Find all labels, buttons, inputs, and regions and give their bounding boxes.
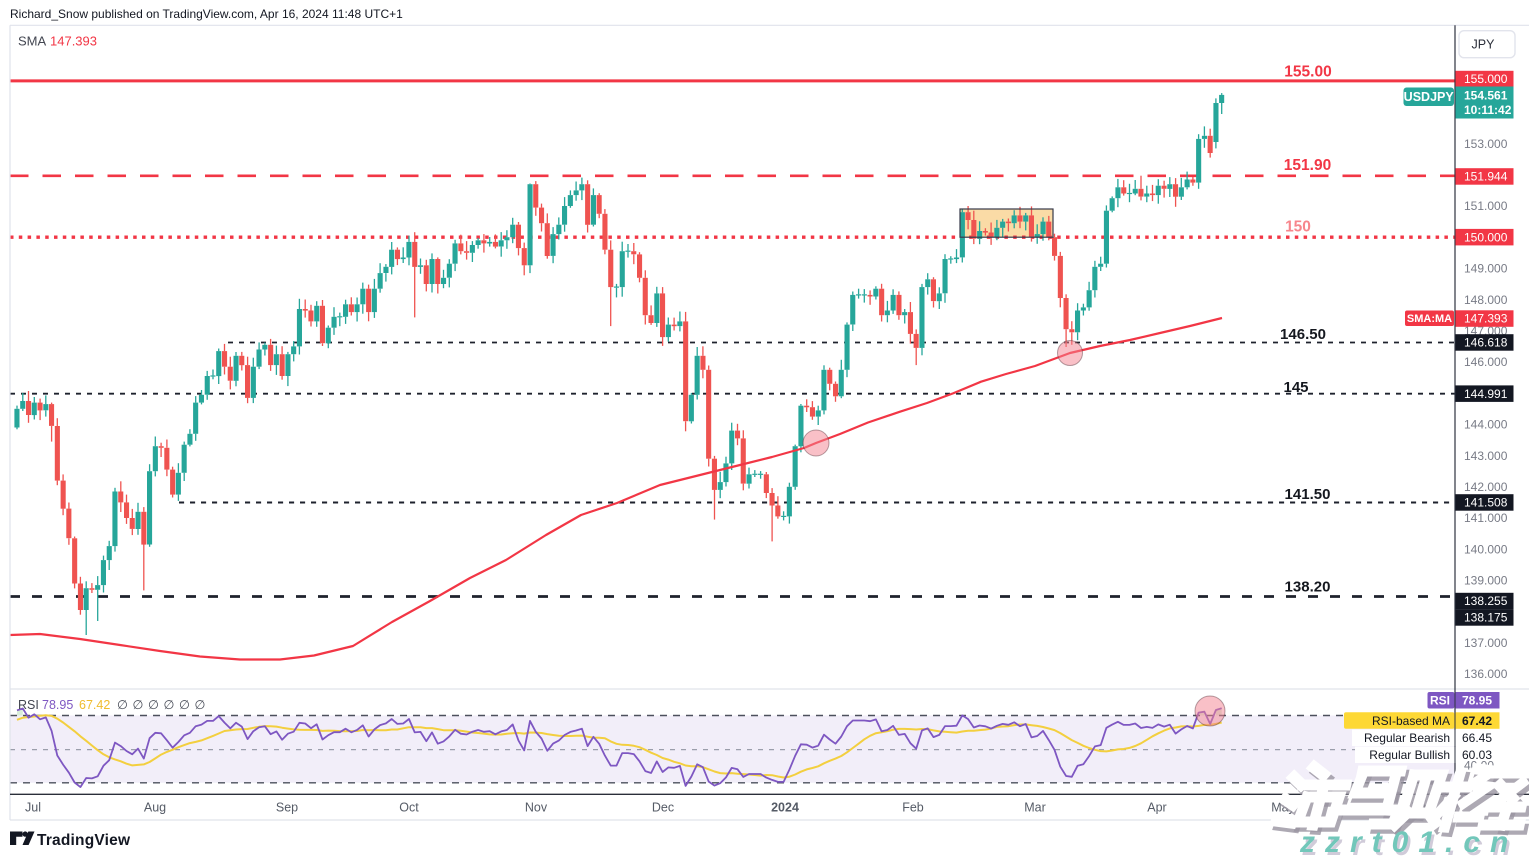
svg-text:∅: ∅ [164, 698, 175, 712]
svg-text:RSI: RSI [18, 698, 39, 712]
svg-text:78.95: 78.95 [1462, 693, 1492, 707]
svg-text:Regular Bullish: Regular Bullish [1369, 748, 1450, 762]
svg-text:136.000: 136.000 [1464, 667, 1508, 681]
svg-text:Nov: Nov [525, 801, 548, 815]
svg-text:zzrt01.cn: zzrt01.cn [1302, 829, 1521, 857]
svg-text:Regular Bearish: Regular Bearish [1364, 731, 1450, 745]
svg-text:145: 145 [1283, 379, 1308, 396]
svg-text:USDJPY: USDJPY [1404, 90, 1455, 104]
svg-text:Richard_Snow published on Trad: Richard_Snow published on TradingView.co… [10, 7, 403, 21]
svg-text:Jul: Jul [25, 801, 41, 815]
svg-text:148.000: 148.000 [1464, 293, 1508, 307]
svg-text:∅: ∅ [179, 698, 190, 712]
svg-text:146.50: 146.50 [1280, 326, 1326, 343]
svg-text:10:11:42: 10:11:42 [1464, 103, 1512, 117]
svg-text:RSI: RSI [1430, 693, 1450, 707]
svg-text:∅: ∅ [117, 698, 128, 712]
svg-text:138.255: 138.255 [1464, 594, 1508, 608]
svg-text:67.42: 67.42 [1462, 714, 1492, 728]
svg-text:JPY: JPY [1472, 38, 1496, 52]
svg-text:78.95: 78.95 [42, 698, 73, 712]
svg-text:∅: ∅ [195, 698, 206, 712]
svg-text:147.393: 147.393 [1464, 312, 1508, 326]
svg-text:67.42: 67.42 [79, 698, 110, 712]
svg-text:146.000: 146.000 [1464, 355, 1508, 369]
svg-text:141.508: 141.508 [1464, 496, 1508, 510]
svg-text:147.393: 147.393 [50, 34, 97, 49]
svg-text:66.45: 66.45 [1462, 731, 1492, 745]
svg-text:155.000: 155.000 [1464, 72, 1508, 86]
svg-text:144.000: 144.000 [1464, 418, 1508, 432]
svg-text:∅: ∅ [148, 698, 159, 712]
svg-text:138.175: 138.175 [1464, 611, 1508, 625]
svg-text:146.618: 146.618 [1464, 336, 1508, 350]
svg-text:155.00: 155.00 [1284, 64, 1331, 81]
svg-text:SMA: SMA [18, 34, 47, 49]
svg-text:TradingView: TradingView [37, 832, 131, 849]
svg-text:151.90: 151.90 [1284, 157, 1331, 174]
svg-text:139.000: 139.000 [1464, 574, 1508, 588]
svg-text:141.50: 141.50 [1285, 486, 1331, 503]
svg-text:138.20: 138.20 [1285, 579, 1331, 596]
svg-text:Dec: Dec [652, 801, 674, 815]
svg-text:zzrt01.cn: zzrt01.cn [1299, 826, 1518, 857]
svg-text:151.000: 151.000 [1464, 199, 1508, 213]
svg-text:149.000: 149.000 [1464, 262, 1508, 276]
svg-text:143.000: 143.000 [1464, 449, 1508, 463]
svg-text:Oct: Oct [399, 801, 419, 815]
svg-text:137.000: 137.000 [1464, 636, 1508, 650]
svg-text:142.000: 142.000 [1464, 480, 1508, 494]
svg-text:140.000: 140.000 [1464, 542, 1508, 556]
svg-text:Aug: Aug [144, 801, 166, 815]
svg-text:141.000: 141.000 [1464, 511, 1508, 525]
svg-text:150: 150 [1285, 218, 1311, 235]
svg-text:60.03: 60.03 [1462, 748, 1492, 762]
svg-text:∅: ∅ [133, 698, 144, 712]
svg-text:150.000: 150.000 [1464, 230, 1508, 244]
svg-text:SMA:MA: SMA:MA [1407, 313, 1452, 325]
svg-text:151.944: 151.944 [1464, 170, 1508, 184]
svg-text:2024: 2024 [771, 801, 799, 815]
svg-text:Mar: Mar [1024, 801, 1046, 815]
svg-text:Feb: Feb [902, 801, 924, 815]
svg-text:Sep: Sep [276, 801, 298, 815]
svg-text:144.991: 144.991 [1464, 387, 1508, 401]
svg-text:Apr: Apr [1147, 801, 1166, 815]
svg-text:154.561: 154.561 [1464, 89, 1508, 103]
svg-text:153.000: 153.000 [1464, 137, 1508, 151]
svg-text:RSI-based MA: RSI-based MA [1372, 714, 1450, 728]
